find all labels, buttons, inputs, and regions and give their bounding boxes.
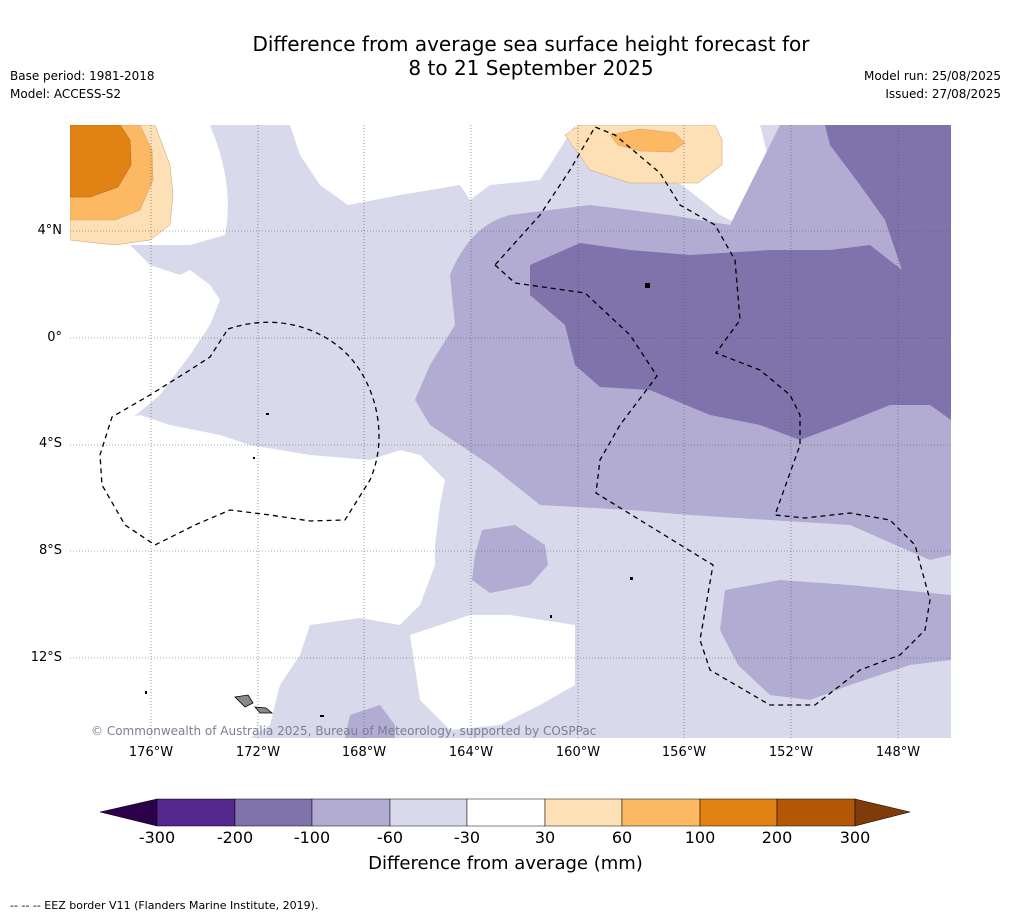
contour-pos30-topcenter (564, 125, 723, 184)
colorbar-bin-neutral (466, 798, 546, 827)
meta-right: Model run: 25/08/2025 Issued: 27/08/2025 (864, 67, 1001, 103)
model-run-date: Model run: 25/08/2025 (863, 69, 1001, 83)
colorbar-tick: 100 (684, 828, 716, 847)
sea-height-map (70, 125, 951, 738)
lon-label-148w: 148°W (875, 745, 921, 760)
contour-neutral-west-band (70, 245, 220, 425)
title-line-2: 8 to 21 September 2025 (408, 56, 654, 80)
contour-neg100-main (530, 125, 951, 440)
lon-label-164w: 164°W (448, 745, 494, 760)
lat-label-4s: 4°S (38, 436, 62, 451)
map-title: Difference from average sea surface heig… (0, 32, 1011, 80)
colorbar-tick: 300 (839, 828, 871, 847)
lat-label-12s: 12°S (30, 650, 62, 665)
colorbar-tick: -100 (293, 828, 331, 847)
contour-neg60-bottom (345, 705, 395, 738)
islands (145, 283, 650, 717)
model-name: Model: ACCESS-S2 (10, 87, 122, 101)
meta-left: Base period: 1981-2018 Model: ACCESS-S2 (10, 67, 155, 103)
eez-border-note: -- -- -- EEZ border V11 (Flanders Marine… (10, 899, 319, 912)
eez-borders (99, 126, 931, 706)
colorbar-tick: 60 (611, 828, 633, 847)
lon-label-156w: 156°W (661, 745, 707, 760)
lon-label-160w: 160°W (555, 745, 601, 760)
colorbar-bin-neg200 (234, 798, 313, 827)
copyright-notice: © Commonwealth of Australia 2025, Bureau… (91, 724, 597, 738)
base-period: Base period: 1981-2018 (10, 69, 155, 83)
colorbar-tick: -30 (453, 828, 481, 847)
contour-neutral-south-center (410, 615, 575, 730)
lat-label-0: 0° (47, 330, 62, 345)
lat-label-8s: 8°S (38, 543, 62, 558)
colorbar-bin-neg300 (156, 798, 236, 827)
contour-pos100-topleft (70, 125, 132, 198)
colorbar-bin-neg60 (389, 798, 468, 827)
contour-neg60-south-blob (472, 525, 548, 593)
colorbar-tick: 200 (761, 828, 793, 847)
title-line-1: Difference from average sea surface heig… (252, 32, 810, 56)
colorbar-bin-pos30 (544, 798, 623, 827)
colorbar-label: Difference from average (mm) (368, 853, 643, 874)
colorbar-bin-pos200 (776, 798, 856, 827)
issued-date: Issued: 27/08/2025 (885, 87, 1001, 101)
colorbar-tick: -300 (138, 828, 176, 847)
colorbar-below-min (100, 798, 158, 827)
colorbar-tick: -200 (216, 828, 254, 847)
graticule (70, 125, 951, 738)
colorbar-bin-pos60 (621, 798, 701, 827)
contour-neutral-south-west (70, 415, 445, 738)
colorbar-tick: 30 (534, 828, 556, 847)
colorbar-above-max (854, 798, 911, 827)
contour-neg60-south-east (720, 580, 951, 700)
contour-neutral-north2 (210, 125, 575, 205)
colorbar-bin-neg100 (311, 798, 391, 827)
colorbar-bin-pos100 (699, 798, 778, 827)
lon-label-172w: 172°W (235, 745, 281, 760)
colorbar-tick: -60 (376, 828, 404, 847)
lat-label-4n: 4°N (37, 223, 63, 238)
lon-label-176w: 176°W (128, 745, 174, 760)
colorbar (100, 798, 911, 827)
lon-label-152w: 152°W (768, 745, 814, 760)
lon-label-168w: 168°W (341, 745, 387, 760)
